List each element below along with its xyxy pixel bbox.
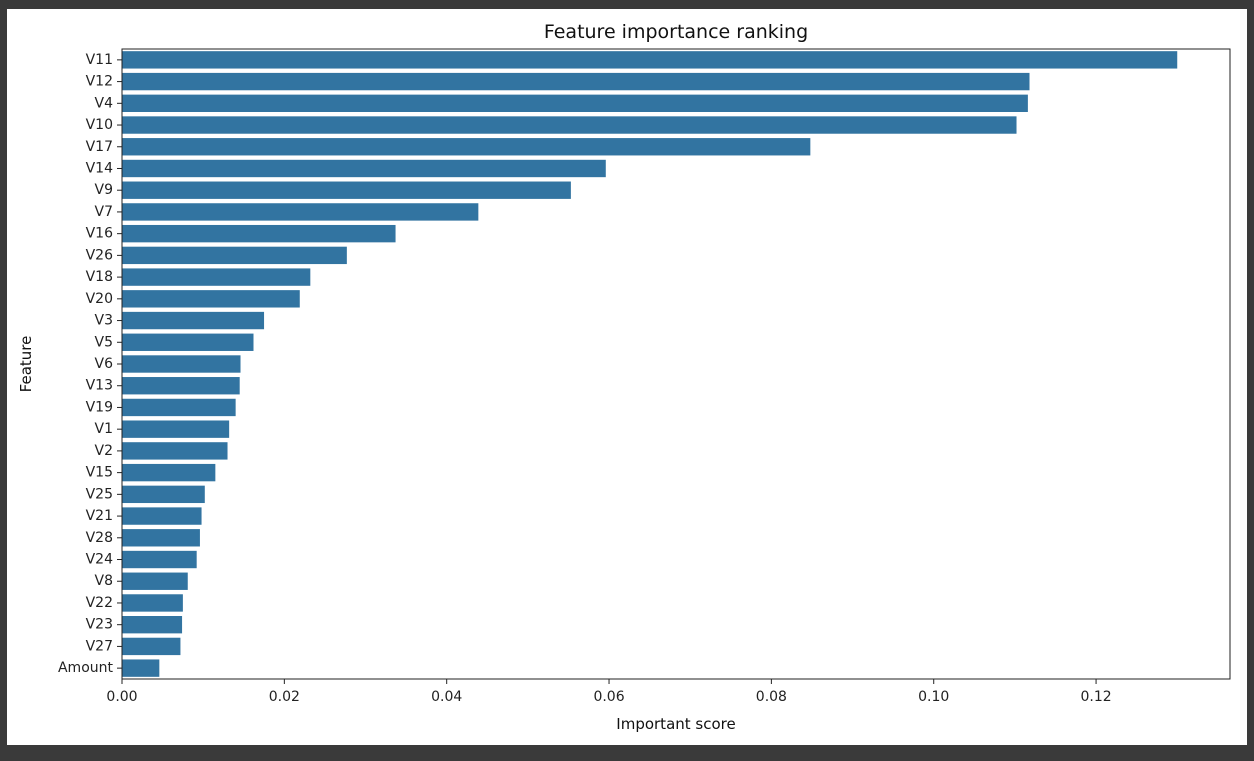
y-tick-label: Amount (58, 660, 114, 676)
x-axis-ticks: 0.00 0.02 0.04 0.06 0.08 0.10 0.12 (106, 679, 1112, 705)
y-tick-label: V19 (86, 399, 113, 415)
chart-frame: Feature importance ranking Important sco… (7, 9, 1247, 745)
y-tick-label: V22 (86, 595, 113, 611)
bar-v14 (122, 159, 606, 178)
y-tick-label: V27 (86, 638, 113, 654)
bar-v24 (122, 550, 197, 569)
bar-v17 (122, 138, 811, 156)
x-tick-label: 0.08 (756, 689, 787, 705)
bar-v27 (122, 637, 181, 656)
y-tick-label: V11 (86, 52, 113, 68)
bar-v18 (122, 268, 311, 286)
y-tick-label: V6 (95, 356, 114, 372)
bar-v21 (122, 507, 202, 525)
y-tick-label: V21 (86, 508, 113, 524)
y-tick-label: V25 (86, 486, 113, 502)
y-tick-label: V16 (86, 226, 113, 242)
x-tick-label: 0.02 (269, 689, 300, 705)
y-axis-ticks: V11 V12 V4 V10 V17 V14 V9 V7 V16 V26 V18 V20 V3 V5 V6 V… (58, 52, 122, 676)
bar-v15 (122, 463, 216, 482)
bar-v16 (122, 224, 396, 243)
bar-v23 (122, 616, 183, 634)
x-tick-label: 0.00 (106, 689, 137, 705)
x-axis-title: Important score (616, 715, 735, 733)
y-tick-label: V8 (95, 573, 113, 589)
y-tick-label: V18 (86, 269, 113, 285)
x-tick-label: 0.06 (593, 689, 624, 705)
bar-v12 (122, 72, 1030, 91)
bar-v25 (122, 485, 205, 504)
bars-group (122, 51, 1178, 677)
plot-area-border (121, 48, 1231, 680)
y-tick-label: V9 (95, 182, 113, 198)
y-tick-label: V2 (95, 443, 113, 459)
y-tick-label: V15 (86, 465, 113, 481)
bar-chart: Feature importance ranking Important sco… (17, 21, 1231, 733)
y-tick-label: V26 (86, 247, 113, 263)
bar-v2 (122, 442, 228, 460)
bar-v28 (122, 529, 200, 547)
y-tick-label: V20 (86, 291, 113, 307)
bar-v4 (122, 94, 1028, 112)
y-tick-label: V5 (95, 334, 113, 350)
x-tick-label: 0.04 (431, 689, 462, 705)
x-tick-label: 0.10 (918, 689, 949, 705)
y-axis-title: Feature (17, 336, 35, 393)
bar-v9 (122, 181, 571, 199)
bar-v3 (122, 311, 265, 330)
y-tick-label: V24 (86, 552, 113, 568)
bar-v20 (122, 290, 300, 308)
y-tick-label: V17 (86, 139, 113, 155)
chart-title: Feature importance ranking (544, 21, 808, 43)
y-tick-label: V12 (86, 74, 113, 90)
y-tick-label: V14 (86, 160, 113, 176)
bar-v11 (122, 51, 1178, 69)
y-tick-label: V28 (86, 530, 113, 546)
bar-v8 (122, 572, 188, 590)
x-tick-label: 0.12 (1080, 689, 1111, 705)
y-tick-label: V23 (86, 617, 113, 633)
y-tick-label: V3 (95, 313, 113, 329)
bar-v10 (122, 116, 1017, 134)
bar-v26 (122, 246, 347, 265)
bar-v19 (122, 398, 236, 417)
bar-v7 (122, 203, 479, 221)
y-tick-label: V1 (95, 421, 113, 437)
bar-v5 (122, 333, 254, 351)
y-tick-label: V10 (86, 117, 113, 133)
bar-amount (122, 659, 160, 677)
bar-v13 (122, 377, 240, 395)
bar-v6 (122, 355, 241, 373)
bar-v22 (122, 594, 183, 612)
y-tick-label: V7 (95, 204, 113, 220)
bar-v1 (122, 420, 230, 438)
y-tick-label: V13 (86, 378, 113, 394)
y-tick-label: V4 (95, 95, 114, 111)
